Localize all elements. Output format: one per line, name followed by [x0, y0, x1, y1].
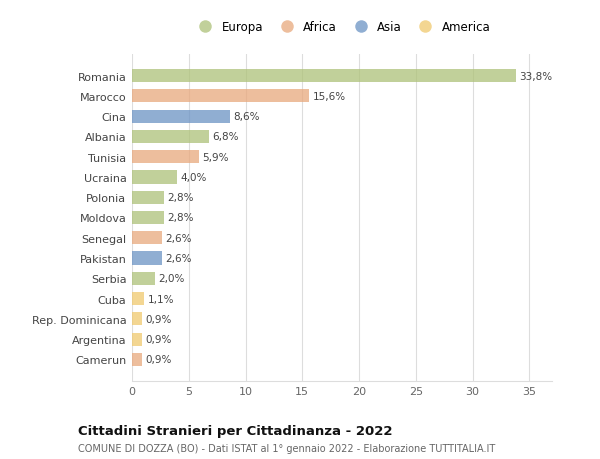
Bar: [132, 313, 142, 326]
Text: 2,6%: 2,6%: [165, 253, 191, 263]
Bar: [132, 212, 164, 224]
Bar: [132, 292, 145, 306]
Bar: [132, 272, 155, 285]
Text: 0,9%: 0,9%: [146, 314, 172, 324]
Bar: [132, 191, 164, 204]
Text: 5,9%: 5,9%: [202, 152, 229, 162]
Text: 0,9%: 0,9%: [146, 334, 172, 344]
Text: 0,9%: 0,9%: [146, 355, 172, 364]
Bar: [132, 353, 142, 366]
Bar: [132, 110, 230, 123]
Bar: [132, 171, 178, 184]
Text: 6,8%: 6,8%: [212, 132, 239, 142]
Bar: [132, 252, 161, 265]
Bar: [132, 151, 199, 164]
Text: COMUNE DI DOZZA (BO) - Dati ISTAT al 1° gennaio 2022 - Elaborazione TUTTITALIA.I: COMUNE DI DOZZA (BO) - Dati ISTAT al 1° …: [78, 443, 495, 453]
Text: 2,6%: 2,6%: [165, 233, 191, 243]
Text: 33,8%: 33,8%: [519, 72, 552, 81]
Bar: [132, 333, 142, 346]
Bar: [132, 232, 161, 245]
Bar: [132, 70, 515, 83]
Text: Cittadini Stranieri per Cittadinanza - 2022: Cittadini Stranieri per Cittadinanza - 2…: [78, 424, 392, 437]
Text: 2,0%: 2,0%: [158, 274, 184, 284]
Text: 2,8%: 2,8%: [167, 213, 194, 223]
Text: 4,0%: 4,0%: [181, 173, 207, 183]
Bar: [132, 130, 209, 144]
Text: 2,8%: 2,8%: [167, 193, 194, 203]
Bar: [132, 90, 309, 103]
Legend: Europa, Africa, Asia, America: Europa, Africa, Asia, America: [191, 19, 493, 36]
Text: 15,6%: 15,6%: [313, 92, 346, 102]
Text: 1,1%: 1,1%: [148, 294, 175, 304]
Text: 8,6%: 8,6%: [233, 112, 260, 122]
